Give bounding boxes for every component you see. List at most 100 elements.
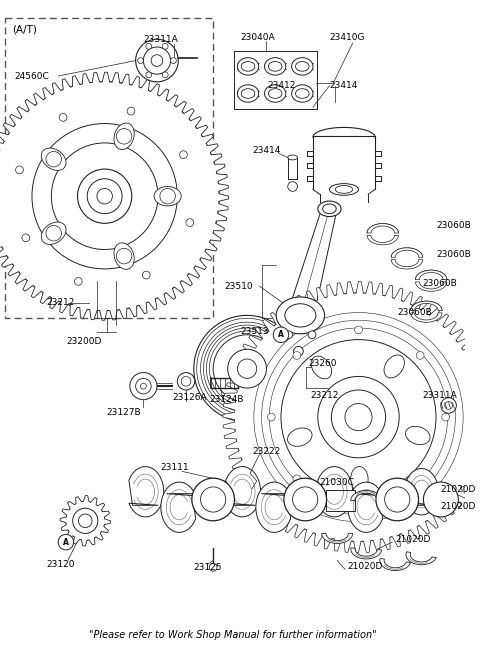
Circle shape (254, 312, 463, 522)
Circle shape (58, 534, 73, 550)
Circle shape (143, 271, 150, 279)
Circle shape (204, 325, 291, 412)
Polygon shape (391, 248, 422, 257)
Circle shape (293, 487, 318, 512)
Circle shape (46, 225, 61, 241)
Ellipse shape (296, 62, 309, 71)
Text: A: A (63, 538, 69, 547)
Circle shape (281, 339, 436, 495)
Text: 23124B: 23124B (209, 395, 244, 404)
Circle shape (146, 72, 152, 78)
Polygon shape (287, 209, 337, 316)
Circle shape (250, 309, 467, 526)
Text: 23060B: 23060B (436, 221, 471, 230)
Text: 23212: 23212 (310, 391, 338, 400)
Ellipse shape (406, 426, 430, 445)
Bar (5, 18, 213, 318)
Circle shape (293, 352, 300, 360)
Circle shape (209, 331, 285, 407)
Ellipse shape (114, 123, 134, 149)
Polygon shape (406, 552, 436, 565)
Circle shape (22, 234, 30, 242)
Circle shape (206, 328, 288, 409)
Polygon shape (318, 466, 353, 517)
Circle shape (267, 413, 275, 421)
Circle shape (197, 318, 298, 419)
Circle shape (32, 124, 177, 269)
Text: 23060B: 23060B (422, 279, 457, 288)
Circle shape (181, 377, 191, 386)
Circle shape (331, 390, 385, 444)
Ellipse shape (329, 183, 359, 195)
Text: 21020D: 21020D (396, 534, 431, 544)
Text: 23040A: 23040A (240, 33, 275, 42)
Circle shape (59, 113, 67, 121)
Circle shape (74, 278, 82, 285)
Ellipse shape (264, 58, 286, 75)
Ellipse shape (241, 62, 255, 71)
Polygon shape (410, 313, 442, 322)
Text: 24560C: 24560C (14, 71, 49, 81)
Text: 21020D: 21020D (347, 562, 382, 571)
Circle shape (416, 352, 424, 360)
Ellipse shape (114, 243, 134, 269)
Ellipse shape (7, 114, 187, 250)
Text: 23212: 23212 (47, 298, 75, 307)
Ellipse shape (285, 304, 316, 327)
Circle shape (16, 166, 24, 174)
Text: 23260: 23260 (308, 360, 336, 368)
Text: 23060B: 23060B (436, 250, 471, 259)
Ellipse shape (0, 102, 201, 261)
Circle shape (162, 43, 168, 49)
Text: 23200D: 23200D (66, 337, 101, 346)
Polygon shape (129, 466, 164, 517)
Circle shape (46, 151, 61, 167)
Text: A: A (278, 330, 284, 339)
Polygon shape (226, 466, 261, 517)
Circle shape (384, 487, 410, 512)
Circle shape (141, 383, 146, 389)
Ellipse shape (292, 58, 313, 75)
Circle shape (151, 55, 163, 66)
Circle shape (442, 413, 450, 421)
Circle shape (376, 478, 419, 521)
Ellipse shape (154, 187, 181, 206)
Circle shape (355, 500, 362, 508)
Ellipse shape (41, 222, 66, 244)
Ellipse shape (264, 84, 286, 102)
Circle shape (3, 94, 206, 298)
Polygon shape (223, 282, 480, 553)
Ellipse shape (292, 84, 313, 102)
Text: (A/T): (A/T) (12, 24, 36, 35)
Circle shape (177, 373, 195, 390)
Circle shape (127, 107, 135, 115)
Circle shape (160, 189, 175, 204)
Circle shape (180, 151, 187, 159)
Circle shape (66, 502, 105, 540)
Circle shape (97, 189, 112, 204)
Polygon shape (0, 72, 228, 320)
Circle shape (138, 58, 144, 64)
Ellipse shape (311, 356, 332, 379)
Text: 23111: 23111 (160, 463, 189, 472)
Text: 23126A: 23126A (172, 393, 207, 402)
Circle shape (136, 39, 178, 82)
Polygon shape (322, 533, 353, 544)
Circle shape (170, 58, 176, 64)
Ellipse shape (241, 88, 255, 98)
Circle shape (234, 293, 480, 541)
Circle shape (285, 331, 293, 339)
Circle shape (213, 335, 281, 403)
Polygon shape (351, 548, 382, 559)
Text: 21020D: 21020D (441, 485, 476, 495)
Circle shape (144, 47, 170, 74)
Circle shape (416, 475, 424, 483)
Ellipse shape (268, 62, 282, 71)
Circle shape (345, 403, 372, 431)
Ellipse shape (351, 466, 368, 492)
Ellipse shape (384, 355, 405, 378)
Circle shape (234, 293, 480, 541)
Circle shape (423, 482, 458, 517)
Text: 23060B: 23060B (397, 308, 432, 317)
Polygon shape (416, 270, 447, 280)
